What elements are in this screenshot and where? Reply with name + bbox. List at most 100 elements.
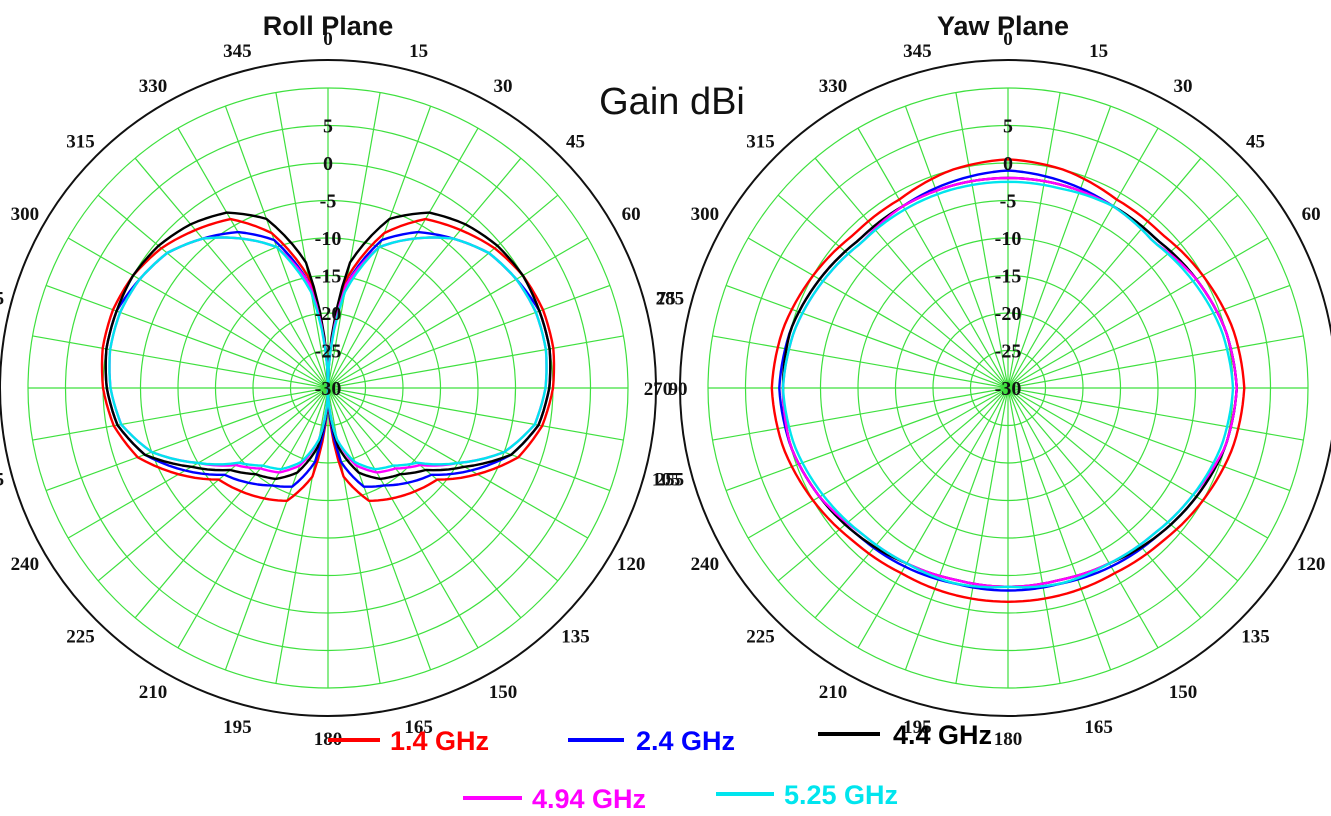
angle-tick-label: 15 <box>409 41 428 62</box>
angle-tick-label: 0 <box>323 29 333 50</box>
angle-tick-label: 90 <box>669 379 688 400</box>
radial-tick-label: 5 <box>323 116 333 138</box>
grid-spoke <box>712 335 1009 389</box>
legend-label: 5.25 GHz <box>784 780 898 810</box>
angle-tick-label: 75 <box>657 288 676 309</box>
angle-tick-label: 285 <box>656 288 685 309</box>
grid-spoke <box>327 387 432 671</box>
radial-tick-label: -30 <box>995 378 1022 400</box>
radial-tick-label: -30 <box>315 378 342 400</box>
grid-spoke <box>327 387 522 619</box>
radial-tick-label: -15 <box>315 266 342 288</box>
series-line <box>770 158 1246 603</box>
grid-spoke <box>712 387 1009 441</box>
angle-tick-label: 0 <box>1003 29 1013 50</box>
angle-tick-label: 315 <box>746 132 775 153</box>
grid-spoke <box>1007 387 1239 582</box>
grid-spoke <box>777 387 1009 582</box>
radial-tick-label: 0 <box>323 153 333 175</box>
grid-spoke <box>327 335 624 389</box>
legend-label: 2.4 GHz <box>636 726 735 756</box>
yaw-plane-chart: 5 0 -5 -10 -15 -20 -25 -30 0 15 30 45 60 75 90 105 120 13… <box>644 29 1331 750</box>
angle-tick-label: 255 <box>0 470 4 491</box>
angle-tick-label: 15 <box>1089 41 1108 62</box>
grid-spoke <box>134 387 329 619</box>
angle-tick-label: 195 <box>223 717 252 738</box>
legend: 1.4 GHz 2.4 GHz 4.4 GHz 4.94 GHz 5.25 GH… <box>328 720 992 814</box>
grid-spoke <box>1007 194 1239 389</box>
angle-tick-label: 165 <box>404 717 433 738</box>
grid-spoke <box>1007 387 1202 619</box>
angle-tick-label: 60 <box>1302 204 1321 225</box>
grid-spoke <box>1007 387 1291 492</box>
grid-spoke <box>955 387 1009 684</box>
radial-tick-label: -25 <box>995 341 1022 363</box>
grid-spoke <box>777 194 1009 389</box>
angle-tick-label: 240 <box>691 554 720 575</box>
grid-spoke <box>1007 127 1159 389</box>
radial-tick-label: -5 <box>320 191 337 213</box>
angle-tick-label: 60 <box>622 204 641 225</box>
grid-spoke <box>857 387 1009 649</box>
grid-spoke <box>45 284 329 389</box>
grid-spoke <box>814 387 1009 619</box>
legend-item-4-4ghz: 4.4 GHz <box>818 720 992 750</box>
angle-tick-label: 300 <box>11 204 40 225</box>
legend-label: 4.4 GHz <box>893 720 992 750</box>
angle-tick-label: 210 <box>139 682 168 703</box>
grid-spoke <box>327 387 611 492</box>
radial-tick-label: -20 <box>315 303 342 325</box>
radial-tick-label: -15 <box>995 266 1022 288</box>
grid-spoke <box>1007 105 1112 389</box>
grid-spoke <box>327 387 624 441</box>
angle-tick-label: 135 <box>561 627 590 648</box>
angle-tick-label: 45 <box>566 132 585 153</box>
grid-spoke <box>327 92 381 389</box>
grid-spoke <box>725 284 1009 389</box>
angle-tick-label: 225 <box>66 627 95 648</box>
grid-spoke <box>97 387 329 582</box>
angle-tick-label: 300 <box>691 204 720 225</box>
grid-spoke <box>725 387 1009 492</box>
grid-spoke <box>1007 387 1159 649</box>
grid-spoke <box>1007 284 1291 389</box>
angle-tick-label: 210 <box>819 682 848 703</box>
gain-unit-label: Gain dBi <box>599 81 745 123</box>
grid-spoke <box>67 237 329 389</box>
grid-spoke <box>857 127 1009 389</box>
angle-tick-label: 30 <box>1174 76 1193 97</box>
angle-tick-label: 345 <box>903 41 932 62</box>
grid-spoke <box>327 194 559 389</box>
angle-tick-label: 150 <box>489 682 518 703</box>
angle-tick-label: 225 <box>746 627 775 648</box>
grid-spoke <box>1007 92 1061 389</box>
radial-tick-label: -25 <box>315 341 342 363</box>
grid-spoke <box>327 387 559 582</box>
roll-plane-chart: 5 0 -5 -10 -15 -20 -25 -30 0 15 30 45 60 75 90 105 120 13… <box>0 29 688 750</box>
angle-tick-label: 30 <box>494 76 513 97</box>
angle-tick-label: 330 <box>139 76 168 97</box>
angle-tick-label: 285 <box>0 288 4 309</box>
radial-tick-label: -20 <box>995 303 1022 325</box>
angle-tick-label: 180 <box>994 729 1023 750</box>
grid-spoke <box>327 284 611 389</box>
radial-tick-label: -10 <box>995 228 1022 250</box>
grid-spoke <box>32 387 329 441</box>
grid-spoke <box>814 157 1009 389</box>
angle-tick-label: 195 <box>903 717 932 738</box>
grid-spoke <box>1007 387 1269 539</box>
grid-spoke <box>1007 387 1112 671</box>
grid-spoke <box>177 127 329 389</box>
grid-spoke <box>134 157 329 389</box>
radial-tick-label: -5 <box>1000 191 1017 213</box>
grid-spoke <box>1007 335 1304 389</box>
outer-frame <box>0 59 657 717</box>
grid-spoke <box>747 387 1009 539</box>
grid-spoke <box>177 387 329 649</box>
angle-tick-label: 165 <box>1084 717 1113 738</box>
legend-label: 4.94 GHz <box>532 784 646 814</box>
radial-tick-label: 0 <box>1003 153 1013 175</box>
angle-tick-label: 315 <box>66 132 95 153</box>
angle-tick-label: 240 <box>11 554 40 575</box>
